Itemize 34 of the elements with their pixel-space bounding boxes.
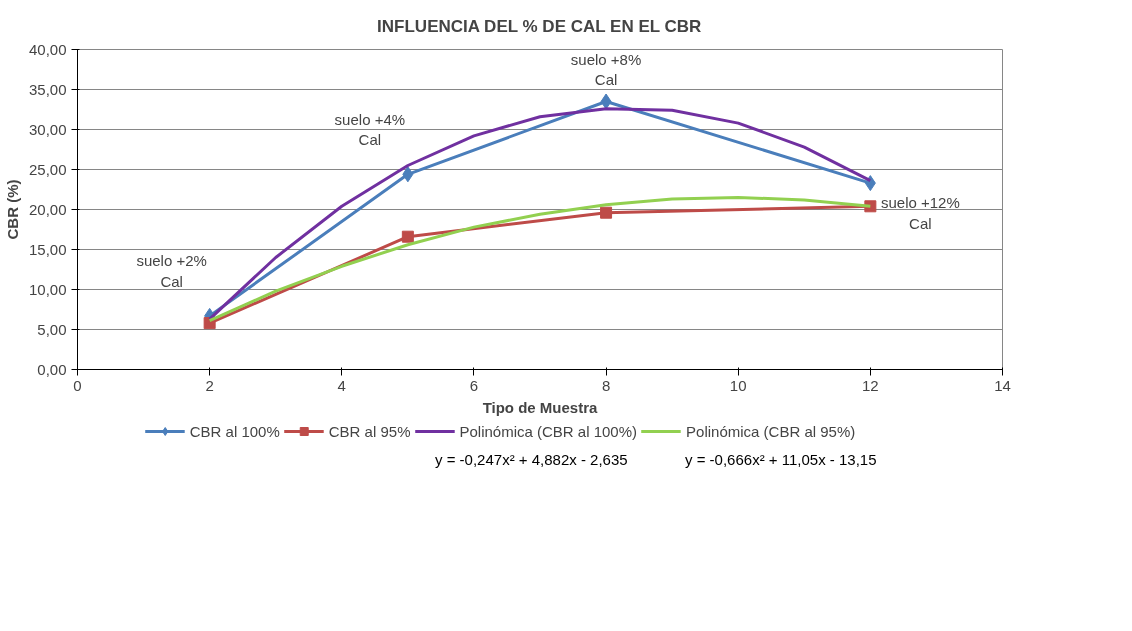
x-tick-label: 6 <box>469 376 479 394</box>
point <box>401 230 414 243</box>
point <box>600 206 613 219</box>
x-axis-title: Tipo de Muestra <box>482 398 599 416</box>
x-tick-label: 2 <box>205 376 214 394</box>
legend-label: CBR al 100% <box>189 422 280 440</box>
x-tick-label: 12 <box>862 376 879 394</box>
y-tick-label: 25,00 <box>28 160 67 178</box>
text: y = -0,247x² + 4,882x - 2,635 <box>435 450 628 470</box>
y-tick-label: 5,00 <box>37 320 67 338</box>
x-tick-label: 4 <box>337 376 346 394</box>
legend-label: Polinómica (CBR al 95%) <box>686 422 856 440</box>
text: y = -0,666x² + 11,05x - 13,15 <box>685 450 877 470</box>
x-tick-label: 14 <box>994 376 1011 394</box>
annotation: suelo +4% Cal <box>334 110 406 148</box>
y-tick-label: 35,00 <box>28 80 67 98</box>
point <box>402 166 414 183</box>
y-axis-title: CBR (%) <box>3 179 21 240</box>
annotation: suelo +2% Cal <box>136 252 207 290</box>
y-tick-label: 0,00 <box>37 360 67 378</box>
x-tick-label: 10 <box>729 376 747 394</box>
annotation: suelo +8% Cal <box>570 50 642 89</box>
y-tick-label: 40,00 <box>28 40 67 58</box>
x-tick-label: 8 <box>601 376 611 394</box>
y-tick-label: 20,00 <box>28 200 67 218</box>
y-tick-label: 10,00 <box>28 280 67 298</box>
annotation: suelo +12% Cal <box>880 194 960 232</box>
y-tick-label: 15,00 <box>28 240 67 258</box>
legend-label: Polinómica (CBR al 100%) <box>459 422 638 440</box>
x-tick-label: 0 <box>73 376 82 394</box>
chart-title: INFLUENCIA DEL % DE CAL EN EL CBR <box>377 16 702 36</box>
point <box>600 93 612 110</box>
y-tick-label: 30,00 <box>28 120 67 138</box>
legend-label: CBR al 95% <box>328 422 411 440</box>
